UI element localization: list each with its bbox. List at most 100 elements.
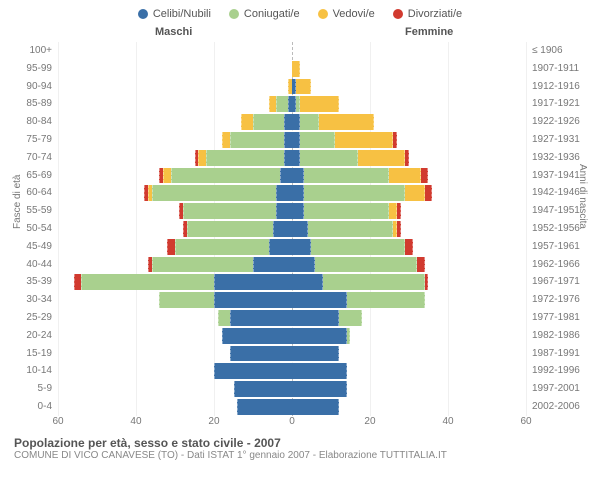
header-female: Femmine xyxy=(405,26,453,38)
legend-label: Celibi/Nubili xyxy=(153,8,211,20)
bar-area xyxy=(58,346,526,362)
age-label: 15-19 xyxy=(10,345,52,362)
bar-area xyxy=(58,132,526,148)
age-row: 0-4 2002-2006 xyxy=(10,398,590,416)
bar-male xyxy=(58,96,292,112)
bar-area xyxy=(58,114,526,130)
bar-female xyxy=(292,168,526,184)
bar-female xyxy=(292,114,526,130)
age-row: 5-91997-2001 xyxy=(10,380,590,398)
legend-swatch xyxy=(138,9,148,19)
legend: Celibi/Nubili Coniugati/e Vedovi/e Divorzia… xyxy=(10,8,590,20)
x-tick: 60 xyxy=(520,416,531,427)
age-label: 25-29 xyxy=(10,309,52,326)
bar-female xyxy=(292,257,526,273)
bar-area xyxy=(58,274,526,290)
legend-swatch xyxy=(318,9,328,19)
x-tick: 0 xyxy=(289,416,295,427)
bar-area xyxy=(58,399,526,415)
birth-label: 1952-1956 xyxy=(532,220,590,237)
bar-male xyxy=(58,221,292,237)
birth-label: 1937-1941 xyxy=(532,167,590,184)
age-row: 95-99 1907-1911 xyxy=(10,60,590,78)
bar-male xyxy=(58,292,292,308)
bar-area xyxy=(58,185,526,201)
age-row: 45-491957-1961 xyxy=(10,238,590,256)
x-tick: 20 xyxy=(208,416,219,427)
age-label: 40-44 xyxy=(10,256,52,273)
age-row: 25-29 1977-1981 xyxy=(10,309,590,327)
age-row: 65-691937-1941 xyxy=(10,167,590,185)
footer: Popolazione per età, sesso e stato civil… xyxy=(10,436,590,461)
bar-area xyxy=(58,310,526,326)
bar-area xyxy=(58,168,526,184)
age-row: 35-39 1967-1971 xyxy=(10,273,590,291)
bar-female xyxy=(292,221,526,237)
bar-female xyxy=(292,203,526,219)
bar-female xyxy=(292,43,526,59)
bar-female xyxy=(292,399,526,415)
bar-female xyxy=(292,79,526,95)
age-row: 20-241982-1986 xyxy=(10,327,590,345)
birth-label: 1977-1981 xyxy=(532,309,590,326)
bar-male xyxy=(58,43,292,59)
birth-label: 1912-1916 xyxy=(532,78,590,95)
birth-label: 1987-1991 xyxy=(532,345,590,362)
bar-area xyxy=(58,239,526,255)
bar-male xyxy=(58,203,292,219)
birth-label: ≤ 1906 xyxy=(532,42,590,59)
bar-female xyxy=(292,274,526,290)
bar-area xyxy=(58,203,526,219)
age-label: 10-14 xyxy=(10,362,52,379)
birth-label: 1992-1996 xyxy=(532,362,590,379)
age-label: 0-4 xyxy=(10,398,52,415)
bar-female xyxy=(292,96,526,112)
birth-label: 1907-1911 xyxy=(532,60,590,77)
bar-area xyxy=(58,221,526,237)
age-label: 60-64 xyxy=(10,184,52,201)
age-label: 35-39 xyxy=(10,273,52,290)
age-label: 20-24 xyxy=(10,327,52,344)
bar-female xyxy=(292,61,526,77)
legend-label: Coniugati/e xyxy=(244,8,300,20)
bar-area xyxy=(58,150,526,166)
age-row: 100+ ≤ 1906 xyxy=(10,42,590,60)
bar-male xyxy=(58,168,292,184)
x-tick: 60 xyxy=(52,416,63,427)
x-tick: 40 xyxy=(130,416,141,427)
age-label: 75-79 xyxy=(10,131,52,148)
header-male: Maschi xyxy=(155,26,192,38)
birth-label: 1972-1976 xyxy=(532,291,590,308)
legend-label: Divorziati/e xyxy=(408,8,462,20)
age-label: 50-54 xyxy=(10,220,52,237)
bar-male xyxy=(58,61,292,77)
bar-female xyxy=(292,381,526,397)
age-label: 85-89 xyxy=(10,95,52,112)
age-row: 70-741932-1936 xyxy=(10,149,590,167)
age-label: 100+ xyxy=(10,42,52,59)
age-row: 60-641942-1946 xyxy=(10,184,590,202)
axis-x: 6040200204060 xyxy=(58,416,526,432)
age-row: 30-341972-1976 xyxy=(10,291,590,309)
age-label: 95-99 xyxy=(10,60,52,77)
bar-area xyxy=(58,292,526,308)
x-tick: 20 xyxy=(364,416,375,427)
legend-item: Vedovi/e xyxy=(318,8,375,20)
bar-male xyxy=(58,363,292,379)
age-row: 40-441962-1966 xyxy=(10,256,590,274)
birth-label: 1957-1961 xyxy=(532,238,590,255)
birth-label: 2002-2006 xyxy=(532,398,590,415)
age-label: 70-74 xyxy=(10,149,52,166)
age-label: 90-94 xyxy=(10,78,52,95)
birth-label: 1917-1921 xyxy=(532,95,590,112)
pyramid-chart: Celibi/Nubili Coniugati/e Vedovi/e Divorzia… xyxy=(0,0,600,500)
bar-area xyxy=(58,43,526,59)
birth-label: 1967-1971 xyxy=(532,273,590,290)
birth-label: 1997-2001 xyxy=(532,380,590,397)
age-label: 80-84 xyxy=(10,113,52,130)
bar-female xyxy=(292,150,526,166)
bar-female xyxy=(292,310,526,326)
age-label: 55-59 xyxy=(10,202,52,219)
age-row: 85-89 1917-1921 xyxy=(10,95,590,113)
bar-male xyxy=(58,79,292,95)
